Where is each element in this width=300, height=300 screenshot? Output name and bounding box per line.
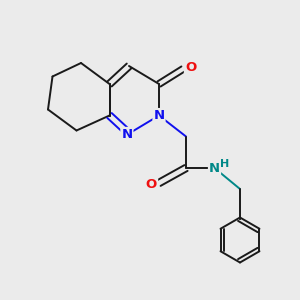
Text: N: N (121, 128, 133, 141)
Text: H: H (220, 159, 229, 170)
Text: O: O (146, 178, 157, 191)
Text: N: N (209, 161, 220, 175)
Text: O: O (185, 61, 196, 74)
Text: N: N (153, 109, 165, 122)
